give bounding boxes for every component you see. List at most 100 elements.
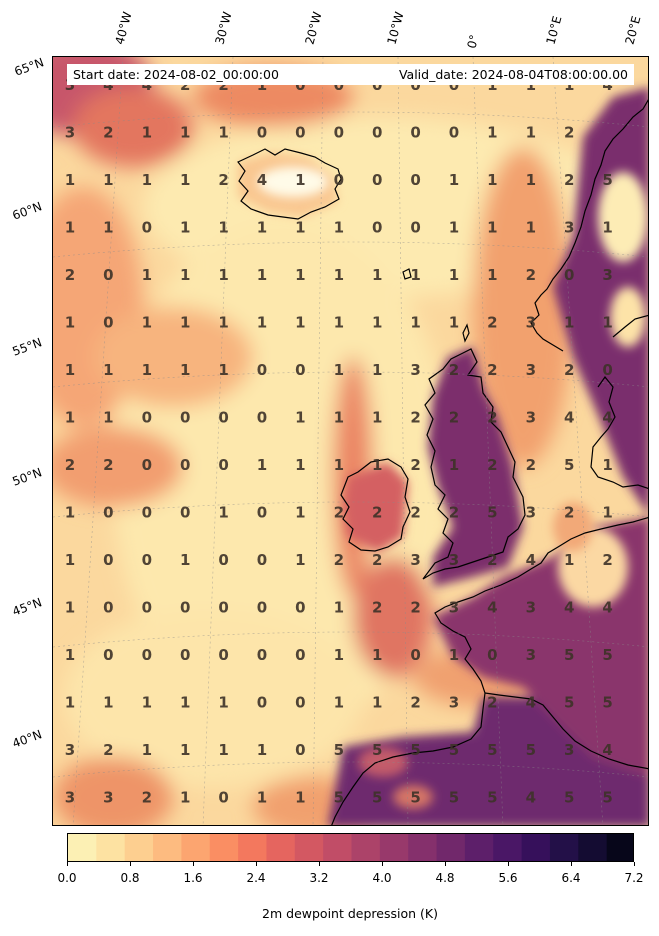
colorbar-tick-label: 1.6: [183, 871, 203, 885]
grid-value: 5: [372, 789, 382, 807]
dewpoint-field: [53, 57, 623, 825]
grid-value: 0: [295, 646, 305, 664]
grid-value: 4: [602, 409, 612, 427]
grid-value: 0: [180, 456, 190, 474]
grid-value: 5: [487, 741, 497, 759]
grid-value: 1: [334, 266, 344, 284]
grid-value: 3: [103, 789, 113, 807]
grid-value: 2: [372, 599, 382, 617]
grid-value: 0: [218, 456, 228, 474]
grid-value: 3: [526, 409, 536, 427]
grid-value: 0: [180, 646, 190, 664]
colorbar-tick-label: 2.4: [246, 871, 266, 885]
grid-value: 4: [602, 599, 612, 617]
grid-value: 1: [257, 266, 267, 284]
graticule: [53, 57, 648, 825]
grid-value: 1: [295, 219, 305, 237]
grid-value: 1: [410, 314, 420, 332]
grid-value: 0: [103, 504, 113, 522]
colorbar-swatch: [96, 834, 126, 861]
grid-value: 5: [602, 694, 612, 712]
grid-value: 1: [449, 219, 459, 237]
grid-value: 1: [257, 741, 267, 759]
grid-value: 0: [410, 171, 420, 189]
lon-label-20w: 20°W: [302, 10, 325, 47]
grid-value: 1: [602, 314, 612, 332]
grid-value: 1: [142, 314, 152, 332]
grid-value: 0: [142, 599, 152, 617]
grid-value: 1: [295, 409, 305, 427]
grid-value: 0: [295, 599, 305, 617]
grid-value: 2: [103, 124, 113, 142]
grid-value: 0: [334, 171, 344, 189]
grid-value: 1: [218, 741, 228, 759]
grid-value: 1: [526, 76, 536, 94]
lat-label-65n: 65°N: [12, 55, 46, 79]
grid-value: 1: [103, 361, 113, 379]
grid-value: 1: [449, 171, 459, 189]
colorbar-swatch: [436, 834, 466, 861]
colorbar-tick: [507, 862, 509, 866]
grid-value: 2: [564, 124, 574, 142]
colorbar-tick-label: 3.2: [309, 871, 329, 885]
grid-value: 2: [487, 694, 497, 712]
grid-value: 5: [334, 741, 344, 759]
grid-value: 2: [487, 314, 497, 332]
ireland-coast: [340, 458, 411, 552]
shetland: [462, 323, 470, 343]
grid-value: 5: [602, 789, 612, 807]
grid-value: 5: [372, 741, 382, 759]
grid-value: 1: [449, 314, 459, 332]
grid-value: 1: [372, 314, 382, 332]
grid-value: 3: [449, 599, 459, 617]
grid-value: 1: [295, 266, 305, 284]
colorbar-swatch: [181, 834, 211, 861]
grid-value: 1: [334, 599, 344, 617]
lat-label-55n: 55°N: [10, 335, 44, 359]
colorbar-tick: [255, 862, 257, 866]
colorbar-tick: [66, 862, 68, 866]
grid-value: 1: [218, 219, 228, 237]
colorbar-tick-label: 6.4: [561, 871, 581, 885]
grid-value: 1: [334, 694, 344, 712]
grid-value: 1: [65, 314, 75, 332]
grid-value: 0: [103, 551, 113, 569]
grid-value: 1: [142, 266, 152, 284]
grid-value: 0: [218, 646, 228, 664]
grid-value: 1: [602, 456, 612, 474]
grid-value: 1: [334, 456, 344, 474]
grid-value: 1: [372, 456, 382, 474]
grid-value: 3: [602, 266, 612, 284]
colorbar-swatch: [238, 834, 267, 861]
grid-value: 1: [65, 646, 75, 664]
grid-value: 1: [564, 551, 574, 569]
grid-value: 2: [142, 789, 152, 807]
lat-label-45n: 45°N: [10, 595, 44, 619]
colorbar-swatch: [351, 834, 381, 861]
baltic-coast: [612, 314, 648, 338]
grid-value: 0: [564, 266, 574, 284]
grid-value: 0: [295, 694, 305, 712]
colorbar-swatch: [521, 834, 551, 861]
grid-value: 1: [180, 171, 190, 189]
grid-value: 0: [218, 409, 228, 427]
grid-value: 4: [526, 551, 536, 569]
grid-value: 3: [526, 599, 536, 617]
grid-value: 2: [602, 551, 612, 569]
grid-value: 1: [142, 694, 152, 712]
grid-value: 1: [180, 694, 190, 712]
grid-value: 0: [180, 504, 190, 522]
grid-value: 1: [103, 171, 113, 189]
grid-values: 3 4 4 2 2 1 0 0 0 0 0 1 1 1 4 3 2 1 1 1 0 0 0 0 0 0 1 1 2 1 1 1 1 2 4 1 0 0 0 1…: [65, 76, 613, 807]
colorbar-tick-label: 0.0: [57, 871, 77, 885]
grid-value: 3: [449, 694, 459, 712]
grid-value: 0: [257, 599, 267, 617]
grid-value: 0: [410, 124, 420, 142]
grid-value: 0: [295, 76, 305, 94]
grid-value: 5: [449, 741, 459, 759]
grid-value: 1: [142, 741, 152, 759]
grid-value: 1: [65, 694, 75, 712]
grid-value: 1: [257, 76, 267, 94]
grid-value: 1: [449, 646, 459, 664]
colorbar-tick: [381, 862, 383, 866]
